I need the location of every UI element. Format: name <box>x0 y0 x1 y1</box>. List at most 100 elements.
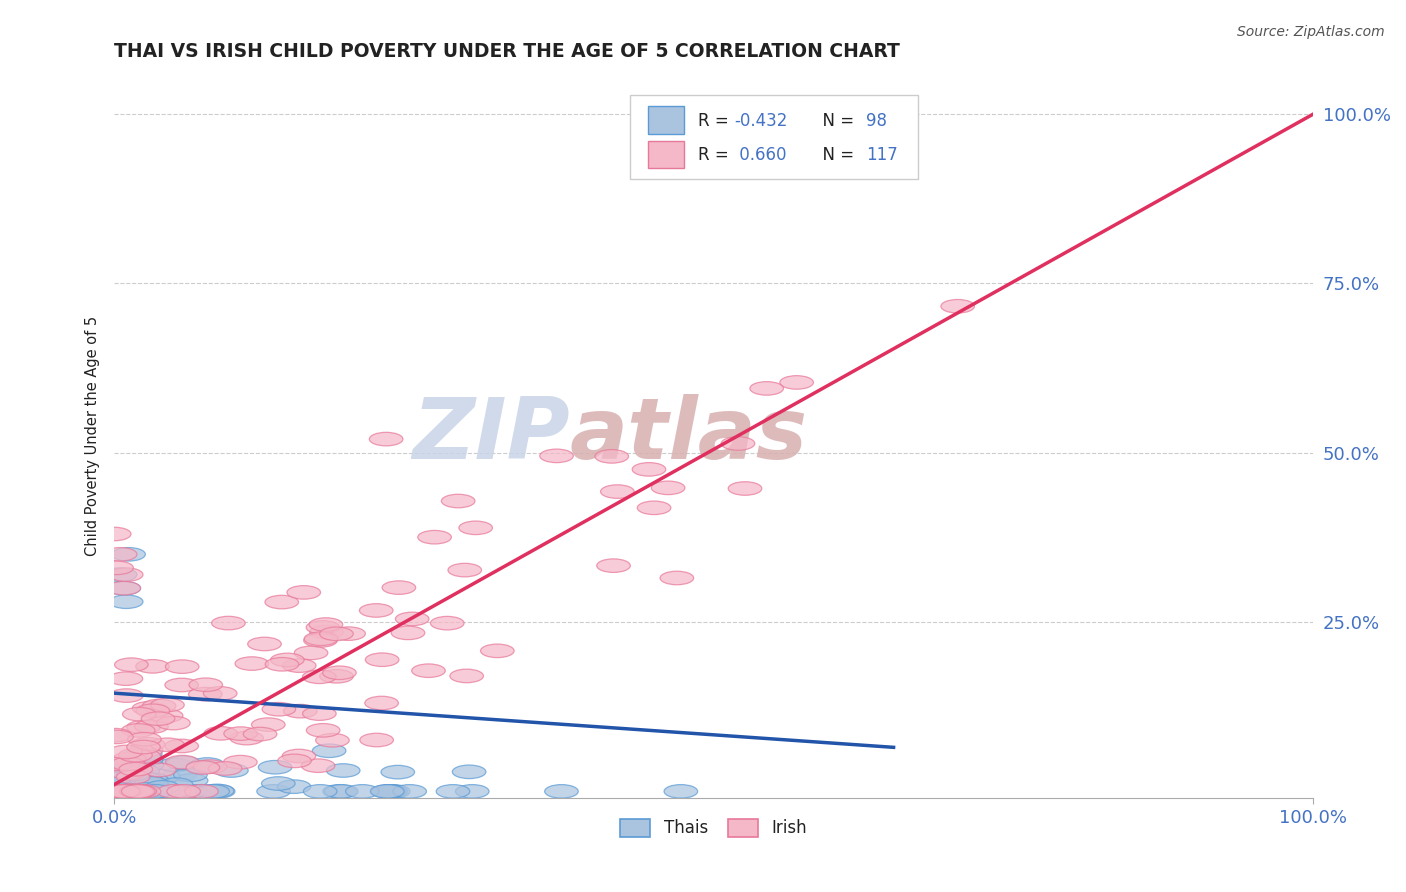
Ellipse shape <box>142 764 176 777</box>
Y-axis label: Child Poverty Under the Age of 5: Child Poverty Under the Age of 5 <box>86 316 100 556</box>
Ellipse shape <box>159 778 193 791</box>
Ellipse shape <box>596 559 630 573</box>
Ellipse shape <box>129 775 163 789</box>
Ellipse shape <box>277 780 311 794</box>
Text: 117: 117 <box>866 146 898 164</box>
Ellipse shape <box>149 709 183 723</box>
Ellipse shape <box>181 785 215 798</box>
Ellipse shape <box>395 612 429 625</box>
Ellipse shape <box>104 548 136 561</box>
Ellipse shape <box>110 672 142 685</box>
Ellipse shape <box>633 463 666 476</box>
Text: THAI VS IRISH CHILD POVERTY UNDER THE AGE OF 5 CORRELATION CHART: THAI VS IRISH CHILD POVERTY UNDER THE AG… <box>114 42 900 61</box>
Ellipse shape <box>111 770 145 783</box>
Ellipse shape <box>132 701 166 715</box>
Ellipse shape <box>294 646 328 660</box>
Ellipse shape <box>101 762 135 776</box>
Ellipse shape <box>243 727 277 741</box>
Ellipse shape <box>190 757 224 772</box>
Ellipse shape <box>107 582 141 595</box>
Ellipse shape <box>184 785 218 798</box>
Ellipse shape <box>103 780 136 793</box>
Ellipse shape <box>104 785 138 798</box>
Ellipse shape <box>277 754 311 768</box>
Ellipse shape <box>174 773 208 788</box>
Ellipse shape <box>100 561 134 574</box>
Ellipse shape <box>540 449 574 463</box>
Ellipse shape <box>127 764 159 778</box>
Ellipse shape <box>436 785 470 798</box>
Ellipse shape <box>319 670 353 683</box>
Ellipse shape <box>307 723 340 737</box>
Ellipse shape <box>97 770 131 783</box>
Ellipse shape <box>111 785 145 798</box>
Ellipse shape <box>117 767 150 780</box>
Ellipse shape <box>315 733 349 747</box>
Ellipse shape <box>114 785 148 798</box>
Ellipse shape <box>252 718 285 731</box>
Ellipse shape <box>259 761 292 774</box>
Ellipse shape <box>117 770 150 784</box>
Ellipse shape <box>159 758 191 772</box>
Ellipse shape <box>121 785 155 798</box>
Ellipse shape <box>127 740 160 754</box>
Ellipse shape <box>100 785 134 798</box>
Ellipse shape <box>371 785 405 798</box>
Ellipse shape <box>127 785 159 798</box>
Ellipse shape <box>319 627 353 640</box>
Ellipse shape <box>382 581 416 594</box>
Ellipse shape <box>215 764 249 777</box>
Ellipse shape <box>98 729 132 742</box>
Ellipse shape <box>780 376 814 389</box>
Ellipse shape <box>418 531 451 544</box>
Ellipse shape <box>118 748 152 762</box>
Ellipse shape <box>659 571 693 585</box>
Ellipse shape <box>155 785 188 798</box>
Ellipse shape <box>325 785 359 798</box>
Ellipse shape <box>128 732 162 746</box>
Ellipse shape <box>128 785 160 798</box>
Ellipse shape <box>166 660 200 673</box>
Ellipse shape <box>186 760 219 773</box>
Text: N =: N = <box>813 112 859 129</box>
Ellipse shape <box>112 752 146 766</box>
Ellipse shape <box>262 702 295 716</box>
Ellipse shape <box>128 747 162 761</box>
Ellipse shape <box>107 785 141 798</box>
Ellipse shape <box>107 582 141 595</box>
Ellipse shape <box>302 670 336 683</box>
Ellipse shape <box>360 733 394 747</box>
Ellipse shape <box>941 300 974 313</box>
Ellipse shape <box>100 782 134 796</box>
Ellipse shape <box>142 699 176 713</box>
Ellipse shape <box>166 756 200 769</box>
Ellipse shape <box>664 785 697 798</box>
Ellipse shape <box>600 485 634 499</box>
Ellipse shape <box>283 659 316 673</box>
Ellipse shape <box>139 784 173 797</box>
Ellipse shape <box>122 773 156 787</box>
Ellipse shape <box>98 771 132 784</box>
Ellipse shape <box>304 785 337 798</box>
Ellipse shape <box>120 763 153 776</box>
Ellipse shape <box>728 482 762 495</box>
Ellipse shape <box>366 653 399 666</box>
Ellipse shape <box>141 785 174 798</box>
Ellipse shape <box>204 687 238 700</box>
Ellipse shape <box>107 785 141 798</box>
Ellipse shape <box>453 765 486 779</box>
Ellipse shape <box>163 768 197 781</box>
Ellipse shape <box>131 738 165 751</box>
Ellipse shape <box>229 731 263 745</box>
Ellipse shape <box>156 785 190 798</box>
Ellipse shape <box>111 783 145 797</box>
Ellipse shape <box>122 707 156 721</box>
Ellipse shape <box>201 785 235 798</box>
Ellipse shape <box>284 705 318 718</box>
Ellipse shape <box>98 768 132 782</box>
Ellipse shape <box>146 770 180 783</box>
Ellipse shape <box>302 706 336 721</box>
Text: Source: ZipAtlas.com: Source: ZipAtlas.com <box>1237 25 1385 39</box>
Ellipse shape <box>283 749 316 763</box>
Ellipse shape <box>97 776 131 789</box>
